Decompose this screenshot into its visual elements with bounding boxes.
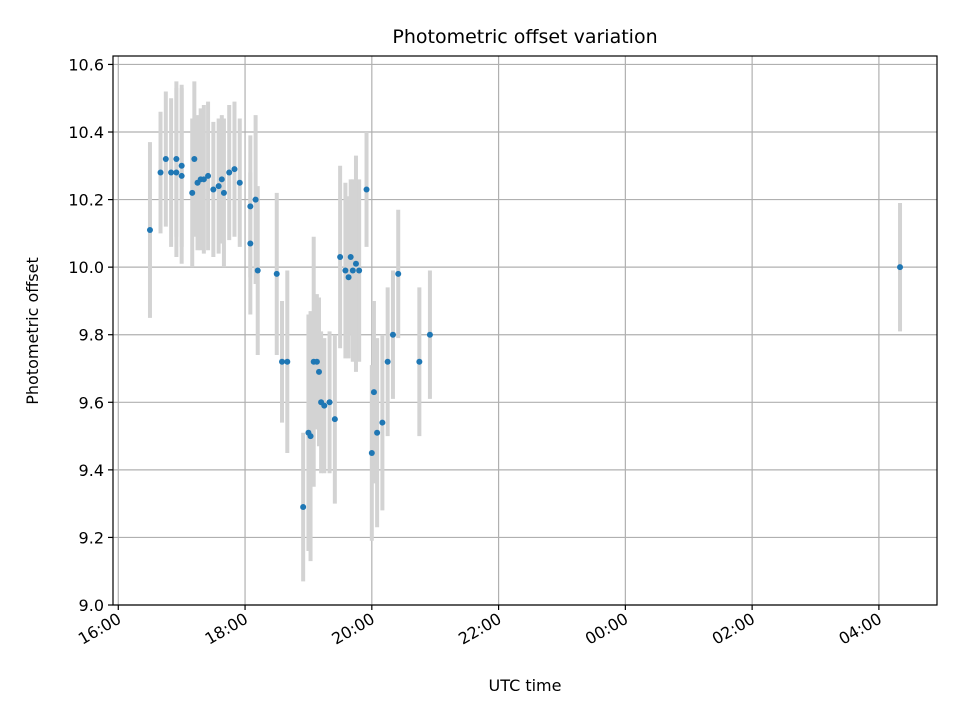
data-point (307, 433, 314, 440)
data-point (284, 358, 291, 365)
data-point (331, 416, 338, 423)
data-point (313, 358, 320, 365)
chart-title: Photometric offset variation (392, 26, 657, 48)
data-point (279, 358, 286, 365)
data-point (178, 162, 185, 169)
data-point (368, 449, 375, 456)
y-tick-label: 9.6 (79, 393, 104, 412)
data-point (215, 183, 222, 190)
data-point (231, 166, 238, 173)
data-point (218, 176, 225, 183)
data-point (395, 270, 402, 277)
data-point (178, 172, 185, 179)
data-point (326, 399, 333, 406)
data-point (173, 169, 180, 176)
data-point (191, 156, 198, 163)
data-point (347, 254, 354, 261)
data-point (379, 419, 386, 426)
data-point (374, 429, 381, 436)
data-point (205, 172, 212, 179)
data-point (384, 358, 391, 365)
point-layer (146, 156, 904, 511)
x-axis-label: UTC time (489, 676, 562, 695)
y-tick-label: 9.4 (79, 461, 104, 480)
data-point (897, 264, 904, 271)
data-point (157, 169, 164, 176)
data-point (236, 179, 243, 186)
data-point (337, 254, 344, 261)
y-tick-label: 10.4 (68, 123, 104, 142)
data-point (220, 189, 227, 196)
data-point (356, 267, 363, 274)
y-tick-label: 10.6 (68, 55, 104, 74)
y-axis-label: Photometric offset (23, 257, 42, 405)
data-point (342, 267, 349, 274)
data-point (321, 402, 328, 409)
data-point (252, 196, 259, 203)
data-point (273, 270, 280, 277)
y-tick-label: 10.0 (68, 258, 104, 277)
y-tick-label: 10.2 (68, 191, 104, 210)
data-point (173, 156, 180, 163)
data-point (345, 274, 352, 281)
data-point (189, 189, 196, 196)
y-tick-label: 9.0 (79, 596, 104, 615)
data-point (162, 156, 169, 163)
y-tick-label: 9.8 (79, 326, 104, 345)
data-point (226, 169, 233, 176)
data-point (210, 186, 217, 193)
data-point (247, 203, 254, 210)
data-point (416, 358, 423, 365)
data-point (389, 331, 396, 338)
data-point (200, 176, 207, 183)
plot-frame (112, 55, 938, 606)
grid-layer (113, 56, 937, 606)
data-point (146, 226, 153, 233)
data-point (168, 169, 175, 176)
data-point (300, 504, 307, 511)
data-point (352, 260, 359, 267)
data-point (316, 368, 322, 375)
data-point (426, 331, 433, 338)
y-tick-label: 9.2 (79, 528, 104, 547)
data-point (370, 389, 377, 396)
data-point (254, 267, 261, 274)
data-point (247, 240, 254, 247)
data-point (349, 267, 356, 274)
data-point (363, 186, 370, 193)
